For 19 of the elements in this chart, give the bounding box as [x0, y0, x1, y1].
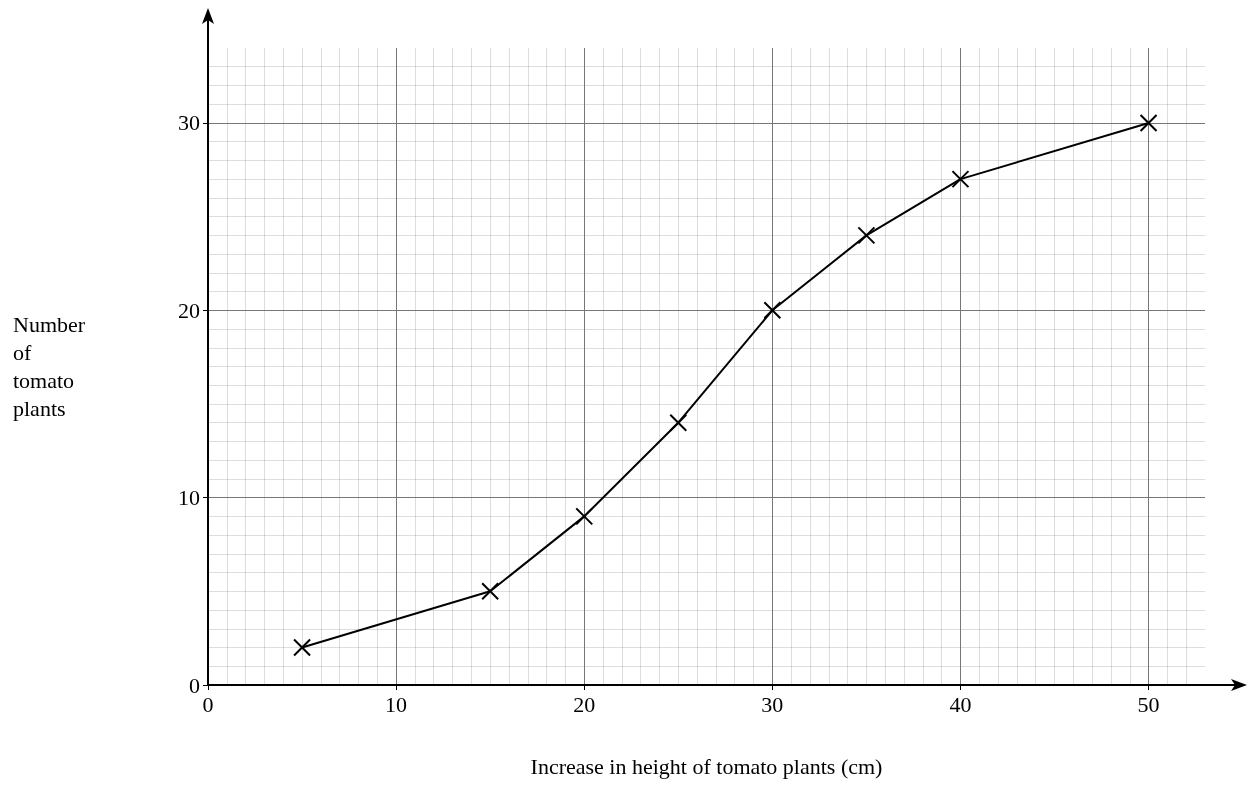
y-tick-label: 20: [178, 297, 200, 323]
point: [575, 507, 594, 526]
y-axis-title: Number of tomato plants: [13, 312, 86, 421]
x-tick-label: 10: [385, 691, 408, 717]
point: [763, 301, 782, 320]
x-axis-title: Increase in height of tomato plants (cm): [530, 753, 883, 779]
y-tick-label: 30: [178, 110, 200, 136]
point: [481, 582, 500, 601]
point: [951, 170, 970, 189]
y-tick-label: 10: [178, 485, 200, 511]
point: [857, 226, 876, 245]
y-tick-label: 0: [189, 672, 200, 698]
point: [669, 413, 688, 432]
x-tick-label: 20: [573, 691, 596, 717]
x-tick-label: 40: [949, 691, 972, 717]
point: [293, 638, 312, 657]
x-tick-label: 30: [761, 691, 784, 717]
x-tick-label: 50: [1137, 691, 1160, 717]
point: [1139, 113, 1158, 132]
